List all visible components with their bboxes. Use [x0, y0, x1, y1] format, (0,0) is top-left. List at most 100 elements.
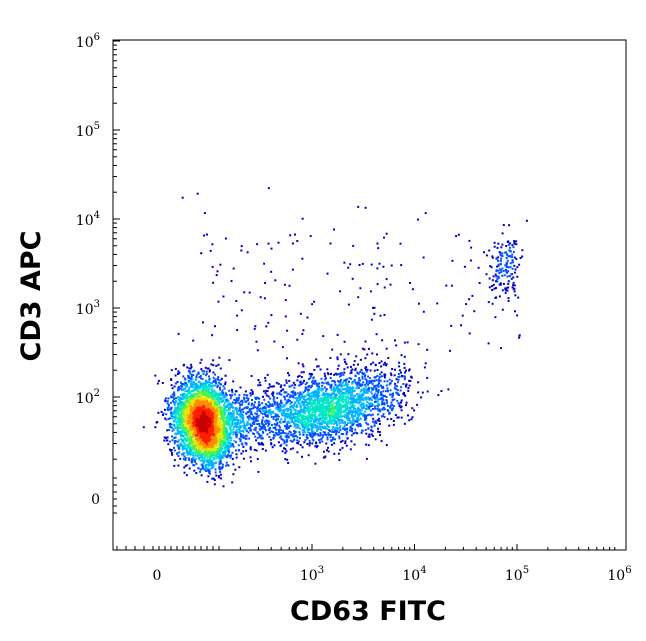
- event-dot: [184, 384, 187, 387]
- event-dot: [238, 394, 241, 397]
- event-dot: [203, 382, 206, 385]
- event-dot: [192, 439, 195, 442]
- event-dot: [192, 400, 195, 403]
- event-dot: [392, 423, 395, 426]
- event-dot: [315, 403, 318, 406]
- event-dot: [385, 444, 388, 447]
- event-dot: [219, 468, 221, 471]
- event-dot: [377, 385, 380, 388]
- event-dot: [187, 381, 190, 384]
- event-dot: [213, 425, 216, 427]
- event-dot: [214, 444, 217, 447]
- event-dot: [361, 429, 364, 432]
- event-dot: [363, 397, 366, 400]
- event-dot: [225, 435, 228, 437]
- event-dot: [340, 374, 343, 377]
- event-dot: [227, 454, 229, 457]
- event-dot: [189, 427, 192, 430]
- event-dot: [359, 370, 362, 373]
- event-dot: [180, 381, 182, 384]
- event-dot: [314, 432, 316, 435]
- event-dot: [349, 394, 352, 397]
- event-dot: [348, 389, 351, 392]
- event-dot: [311, 417, 314, 420]
- event-dot: [207, 425, 210, 428]
- event-dot: [354, 387, 357, 390]
- event-dot: [202, 461, 205, 464]
- event-dot: [189, 392, 192, 395]
- event-dot: [367, 435, 370, 438]
- event-dot: [238, 402, 241, 405]
- event-dot: [298, 398, 301, 401]
- event-dot: [391, 409, 394, 412]
- event-dot: [377, 417, 380, 420]
- event-dot: [177, 386, 180, 389]
- event-dot: [365, 404, 368, 407]
- event-dot: [354, 414, 357, 417]
- event-dot: [329, 418, 332, 421]
- event-dot: [272, 398, 275, 401]
- event-dot: [190, 450, 193, 453]
- event-dot: [283, 405, 286, 408]
- event-dot: [326, 396, 329, 399]
- event-dot: [366, 414, 369, 417]
- event-dot: [219, 422, 222, 424]
- event-dot: [211, 466, 214, 469]
- event-dot: [211, 397, 214, 400]
- event-dot: [205, 410, 208, 413]
- event-dot: [182, 375, 185, 378]
- event-dot: [396, 389, 399, 392]
- event-dot: [213, 451, 216, 454]
- event-dot: [204, 450, 206, 453]
- event-dot: [350, 405, 353, 408]
- event-dot: [196, 395, 199, 398]
- event-dot: [310, 392, 313, 395]
- event-dot: [329, 397, 332, 400]
- event-dot: [368, 433, 371, 436]
- event-dot: [199, 391, 202, 394]
- event-dot: [191, 394, 194, 397]
- event-dot: [314, 393, 317, 396]
- event-dot: [185, 474, 188, 477]
- event-dot: [235, 449, 237, 452]
- event-dot: [200, 441, 203, 444]
- event-dot: [381, 394, 384, 397]
- event-dot: [264, 426, 266, 429]
- event-dot: [192, 464, 195, 467]
- event-dot: [220, 406, 222, 409]
- event-dot: [340, 383, 343, 386]
- event-dot: [341, 391, 344, 394]
- event-dot: [327, 383, 330, 386]
- event-dot: [177, 398, 180, 401]
- event-dot: [184, 381, 187, 384]
- event-dot: [297, 402, 300, 405]
- event-dot: [202, 421, 205, 424]
- event-dot: [183, 466, 186, 469]
- event-dot: [185, 397, 187, 400]
- event-dot: [314, 411, 317, 414]
- event-dot: [238, 431, 241, 434]
- event-dot: [307, 407, 310, 410]
- event-dot: [316, 365, 319, 368]
- event-dot: [232, 412, 235, 415]
- event-dot: [212, 434, 215, 437]
- event-dot: [353, 379, 356, 382]
- event-dot: [426, 376, 429, 379]
- event-dot: [365, 370, 368, 373]
- event-dot: [179, 401, 182, 404]
- event-dot: [287, 427, 290, 429]
- event-dot: [337, 364, 340, 367]
- event-dot: [196, 435, 199, 438]
- event-dot: [317, 365, 320, 368]
- event-dot: [306, 443, 309, 445]
- event-dot: [157, 379, 160, 382]
- event-dot: [348, 412, 351, 415]
- event-dot: [370, 402, 373, 405]
- event-dot: [204, 422, 207, 425]
- event-dot: [183, 441, 186, 444]
- event-dot: [367, 383, 369, 386]
- event-dot: [176, 389, 179, 392]
- event-dot: [297, 413, 300, 416]
- event-dot: [191, 435, 194, 438]
- event-dot: [284, 451, 287, 454]
